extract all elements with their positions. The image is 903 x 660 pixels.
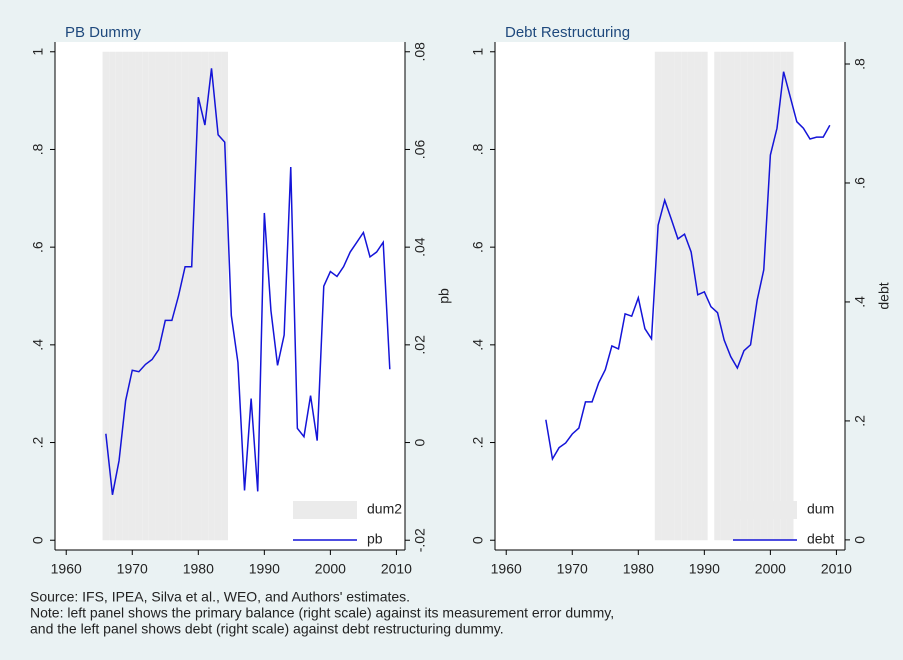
y-tick-label: .4: [470, 339, 486, 351]
y-tick-label: .2: [30, 436, 46, 448]
y-tick-label: .2: [470, 436, 486, 448]
x-tick-label: 1960: [491, 561, 522, 577]
dummy-bar: [727, 51, 735, 541]
dummy-bar: [208, 51, 215, 541]
dummy-bar: [195, 51, 202, 541]
dummy-bar: [135, 51, 143, 541]
dummy-bar: [780, 51, 787, 541]
note: Note: left panel shows the primary balan…: [30, 605, 614, 621]
dummy-bar: [687, 51, 695, 541]
y2-tick-label: .8: [852, 58, 868, 70]
dummy-bar: [753, 51, 761, 541]
y-tick-label: 1: [30, 48, 46, 56]
x-tick-label: 1990: [689, 561, 720, 577]
y-tick-label: .6: [470, 241, 486, 253]
dummy-bar: [109, 51, 116, 541]
x-tick-label: 2010: [821, 561, 852, 577]
dummy-bar: [214, 51, 222, 541]
y-tick-label: 0: [470, 536, 486, 544]
dummy-bar: [168, 51, 176, 541]
dummy-bar: [681, 51, 688, 541]
dummy-bar: [155, 51, 162, 541]
y2-tick-label: .08: [412, 42, 428, 62]
y-tick-label: .4: [30, 339, 46, 351]
series-line: [105, 68, 391, 495]
dummy-bar: [786, 51, 794, 541]
y-tick-label: .8: [30, 143, 46, 155]
dummy-bar: [161, 51, 169, 541]
y2-tick-label: .04: [412, 237, 428, 257]
dummy-bar: [661, 51, 669, 541]
dummy-bar: [128, 51, 136, 541]
dummy-bar: [674, 51, 682, 541]
x-tick-label: 1970: [557, 561, 588, 577]
y2-tick-label: .02: [412, 335, 428, 355]
dummy-bar: [115, 51, 123, 541]
dummy-bar: [142, 51, 149, 541]
y2-tick-label: .4: [852, 296, 868, 308]
dummy-bar: [221, 51, 229, 541]
y2-tick-label: 0: [412, 438, 428, 446]
y2-tick-label: .6: [852, 177, 868, 189]
dummy-bar: [714, 51, 721, 541]
x-tick-label: 2000: [315, 561, 346, 577]
dummy-bar: [201, 51, 209, 541]
dummy-bar: [148, 51, 156, 541]
dummy-bar: [760, 51, 768, 541]
y2-tick-label: .06: [412, 140, 428, 160]
dummy-bar: [767, 51, 774, 541]
y-tick-label: .8: [470, 143, 486, 155]
y2-tick-label: -.02: [412, 528, 428, 552]
dummy-bar: [720, 51, 728, 541]
panel-title: PB Dummy: [65, 24, 141, 41]
dummy-bar: [773, 51, 781, 541]
y-tick-label: 0: [30, 536, 46, 544]
x-tick-label: 1970: [117, 561, 148, 577]
legend-swatch: [293, 501, 357, 519]
dummy-bar: [181, 51, 189, 541]
y-tick-label: 1: [470, 48, 486, 56]
dummy-bar: [668, 51, 675, 541]
legend-label: dum2: [367, 501, 402, 517]
x-tick-label: 2010: [381, 561, 412, 577]
x-tick-label: 1980: [623, 561, 654, 577]
x-tick-label: 1990: [249, 561, 280, 577]
dummy-bar: [102, 51, 110, 541]
series-line: [545, 71, 831, 462]
dummy-bar: [654, 51, 662, 541]
x-tick-label: 2000: [755, 561, 786, 577]
dummy-bar: [188, 51, 195, 541]
dummy-bar: [734, 51, 741, 541]
y-tick-label: .6: [30, 241, 46, 253]
y2-tick-label: .2: [852, 415, 868, 427]
panel-title: Debt Restructuring: [505, 24, 630, 41]
y2-axis-title: pb: [436, 288, 452, 304]
dummy-bar: [740, 51, 748, 541]
dummy-bar: [694, 51, 702, 541]
legend-label: debt: [807, 531, 834, 547]
note: and the left panel shows debt (right sca…: [30, 621, 504, 637]
x-tick-label: 1980: [183, 561, 214, 577]
legend-label: dum: [807, 501, 834, 517]
dummy-bar: [122, 51, 129, 541]
x-tick-label: 1960: [51, 561, 82, 577]
y2-tick-label: 0: [852, 536, 868, 544]
note: Source: IFS, IPEA, Silva et al., WEO, an…: [30, 589, 410, 605]
dummy-bar: [747, 51, 754, 541]
dummy-bar: [701, 51, 708, 541]
legend-swatch: [733, 501, 797, 519]
y2-axis-title: debt: [876, 282, 892, 309]
legend-label: pb: [367, 531, 383, 547]
